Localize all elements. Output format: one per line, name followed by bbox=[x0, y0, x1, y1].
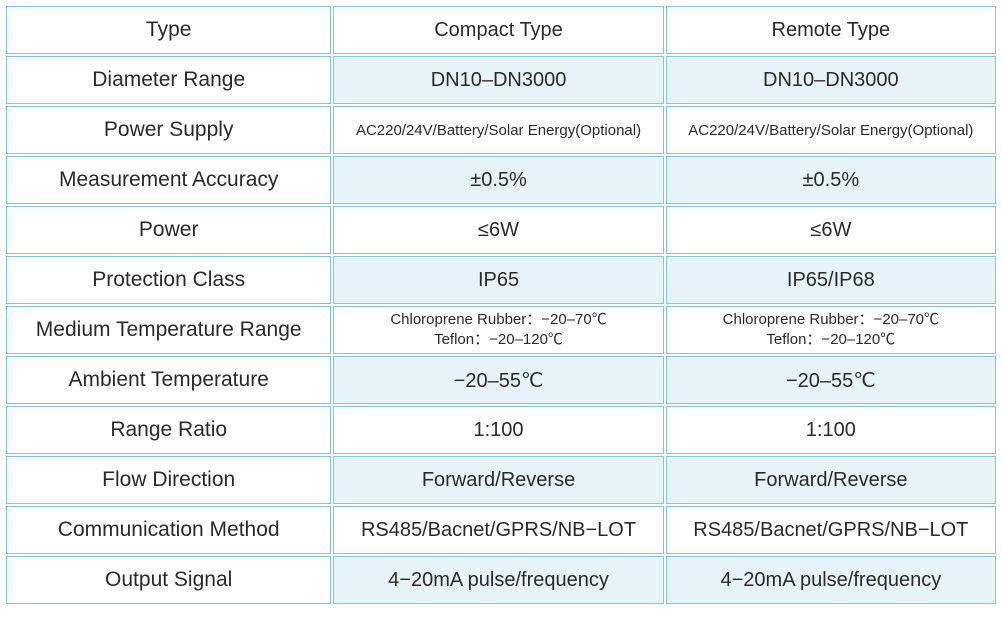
cell-remote: −20–55℃ bbox=[666, 356, 996, 404]
table-row: Power Supply AC220/24V/Battery/Solar Ene… bbox=[6, 106, 996, 154]
table-row: Protection Class IP65 IP65/IP68 bbox=[6, 256, 996, 304]
spec-table-container: Type Compact Type Remote Type Diameter R… bbox=[0, 0, 1002, 610]
table-row: Power ≤6W ≤6W bbox=[6, 206, 996, 254]
cell-line: Chloroprene Rubber：−20–70℃ bbox=[671, 310, 991, 330]
table-row: Medium Temperature Range Chloroprene Rub… bbox=[6, 306, 996, 354]
row-label: Power bbox=[6, 206, 331, 254]
row-label: Type bbox=[6, 6, 331, 54]
cell-compact: 1:100 bbox=[333, 406, 663, 454]
row-label: Ambient Temperature bbox=[6, 356, 331, 404]
row-label: Flow Direction bbox=[6, 456, 331, 504]
cell-remote: DN10–DN3000 bbox=[666, 56, 996, 104]
cell-compact: ≤6W bbox=[333, 206, 663, 254]
row-label: Communication Method bbox=[6, 506, 331, 554]
cell-remote: RS485/Bacnet/GPRS/NB−LOT bbox=[666, 506, 996, 554]
cell-compact: −20–55℃ bbox=[333, 356, 663, 404]
cell-compact: RS485/Bacnet/GPRS/NB−LOT bbox=[333, 506, 663, 554]
cell-remote: Chloroprene Rubber：−20–70℃ Teflon：−20–12… bbox=[666, 306, 996, 354]
row-label: Protection Class bbox=[6, 256, 331, 304]
cell-compact: IP65 bbox=[333, 256, 663, 304]
table-row: Communication Method RS485/Bacnet/GPRS/N… bbox=[6, 506, 996, 554]
cell-remote: ≤6W bbox=[666, 206, 996, 254]
cell-compact: Chloroprene Rubber：−20–70℃ Teflon：−20–12… bbox=[333, 306, 663, 354]
cell-line: Teflon：−20–120℃ bbox=[671, 330, 991, 350]
cell-compact: AC220/24V/Battery/Solar Energy(Optional) bbox=[333, 106, 663, 154]
cell-compact: ±0.5% bbox=[333, 156, 663, 204]
spec-table: Type Compact Type Remote Type Diameter R… bbox=[4, 4, 998, 606]
row-label: Output Signal bbox=[6, 556, 331, 604]
table-row: Type Compact Type Remote Type bbox=[6, 6, 996, 54]
row-label: Measurement Accuracy bbox=[6, 156, 331, 204]
cell-remote: 4−20mA pulse/frequency bbox=[666, 556, 996, 604]
cell-compact: DN10–DN3000 bbox=[333, 56, 663, 104]
cell-remote: 1:100 bbox=[666, 406, 996, 454]
cell-compact: Compact Type bbox=[333, 6, 663, 54]
table-row: Ambient Temperature −20–55℃ −20–55℃ bbox=[6, 356, 996, 404]
cell-line: Teflon：−20–120℃ bbox=[338, 330, 658, 350]
cell-compact: Forward/Reverse bbox=[333, 456, 663, 504]
table-row: Measurement Accuracy ±0.5% ±0.5% bbox=[6, 156, 996, 204]
cell-remote: ±0.5% bbox=[666, 156, 996, 204]
cell-line: Chloroprene Rubber：−20–70℃ bbox=[338, 310, 658, 330]
table-row: Range Ratio 1:100 1:100 bbox=[6, 406, 996, 454]
row-label: Range Ratio bbox=[6, 406, 331, 454]
table-row: Diameter Range DN10–DN3000 DN10–DN3000 bbox=[6, 56, 996, 104]
row-label: Diameter Range bbox=[6, 56, 331, 104]
cell-remote: Forward/Reverse bbox=[666, 456, 996, 504]
table-row: Flow Direction Forward/Reverse Forward/R… bbox=[6, 456, 996, 504]
row-label: Medium Temperature Range bbox=[6, 306, 331, 354]
cell-compact: 4−20mA pulse/frequency bbox=[333, 556, 663, 604]
spec-table-body: Type Compact Type Remote Type Diameter R… bbox=[6, 6, 996, 604]
cell-remote: Remote Type bbox=[666, 6, 996, 54]
row-label: Power Supply bbox=[6, 106, 331, 154]
cell-remote: AC220/24V/Battery/Solar Energy(Optional) bbox=[666, 106, 996, 154]
table-row: Output Signal 4−20mA pulse/frequency 4−2… bbox=[6, 556, 996, 604]
cell-remote: IP65/IP68 bbox=[666, 256, 996, 304]
